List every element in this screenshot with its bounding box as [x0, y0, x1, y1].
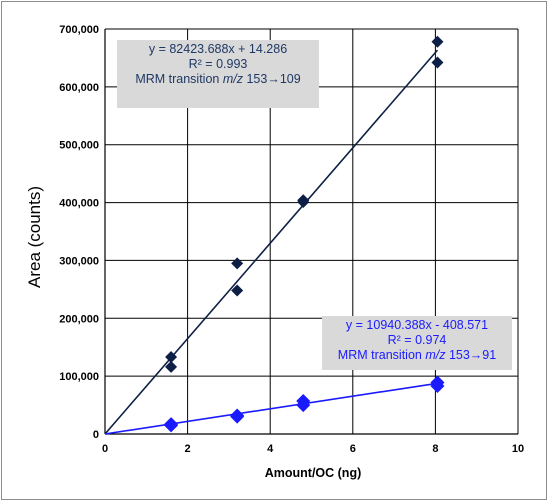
- data-point-series-1: [297, 195, 310, 208]
- y-tick-label: 0: [93, 429, 99, 441]
- data-points: [164, 35, 445, 433]
- y-tick-label: 200,000: [59, 313, 99, 325]
- transition-upper: MRM transition m/z 153→109: [135, 72, 301, 86]
- y-tick-label: 100,000: [59, 371, 99, 383]
- equation-lower: y = 10940.388x - 408.571: [345, 318, 489, 332]
- y-tick-label: 300,000: [59, 255, 99, 267]
- data-point-series-1: [231, 257, 244, 270]
- data-point-series-2: [164, 418, 179, 433]
- data-point-series-1: [165, 360, 178, 373]
- y-tick-label: 700,000: [59, 24, 99, 36]
- x-tick-label: 0: [102, 443, 108, 455]
- r-squared-upper: R² = 0.993: [188, 57, 248, 71]
- y-tick-label: 500,000: [59, 140, 99, 152]
- trendline-equation-box-lower: y = 10940.388x - 408.571 R² = 0.974 MRM …: [322, 316, 512, 370]
- trendlines: [104, 49, 439, 435]
- data-point-series-2: [430, 378, 445, 393]
- trendline-equation-box-upper: y = 82423.688x + 14.286 R² = 0.993 MRM t…: [117, 40, 319, 108]
- y-axis-title: Area (counts): [25, 186, 44, 288]
- x-tick-label: 8: [432, 443, 438, 455]
- data-point-series-2: [230, 409, 245, 424]
- data-point-series-2: [296, 398, 311, 413]
- y-tick-label: 600,000: [59, 82, 99, 94]
- data-point-series-1: [431, 35, 444, 48]
- x-tick-label: 10: [512, 443, 524, 455]
- y-tick-label: 400,000: [59, 198, 99, 210]
- trendline-series-1: [104, 49, 439, 435]
- trendline-series-2: [104, 382, 438, 435]
- tick-labels: 0 2 4 6 8 10 0 100,000 200,000 300,000 400,000 500,…: [59, 24, 524, 455]
- data-point-series-1: [165, 351, 178, 364]
- x-tick-label: 2: [185, 443, 191, 455]
- data-point-series-1: [431, 56, 444, 69]
- transition-lower: MRM transition m/z 153→91: [337, 348, 497, 362]
- data-point-series-1: [231, 284, 244, 297]
- r-squared-lower: R² = 0.974: [387, 333, 447, 347]
- x-axis-title: Amount/OC (ng): [265, 466, 362, 480]
- x-tick-label: 4: [267, 443, 274, 455]
- equation-upper: y = 82423.688x + 14.286: [148, 42, 288, 56]
- x-tick-label: 6: [350, 443, 356, 455]
- axes: [104, 29, 518, 435]
